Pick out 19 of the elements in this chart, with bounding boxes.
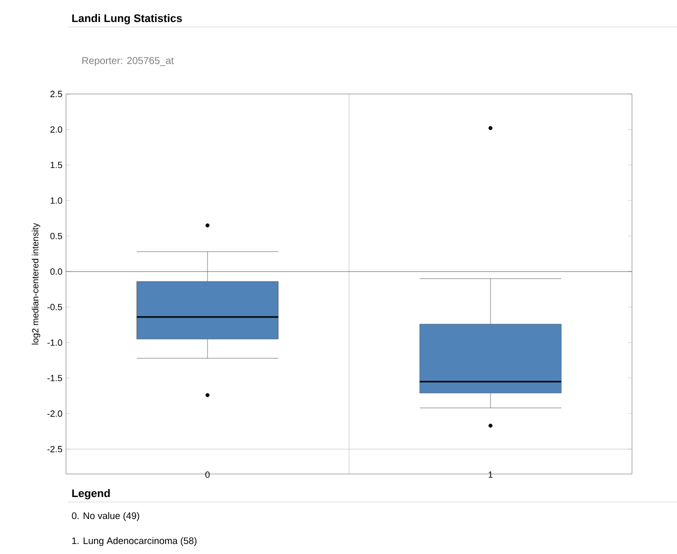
y-tick-label: -1.0 — [47, 339, 62, 346]
x-tick-label: 0 — [205, 472, 210, 478]
chart-title: Landi Lung Statistics — [72, 14, 182, 24]
x-tick-label: 1 — [488, 472, 493, 478]
y-tick-label: -1.5 — [47, 374, 62, 382]
y-axis-title: log2 median-centered intensity — [32, 222, 40, 344]
chart-subtitle: Reporter: 205765_at — [82, 57, 174, 66]
y-tick-label: 1.5 — [50, 162, 62, 168]
y-tick-label: 2.5 — [50, 90, 62, 98]
y-tick-label: -2.0 — [47, 410, 62, 417]
y-tick-label: 1.0 — [50, 197, 62, 204]
y-tick-label: 0.0 — [50, 268, 62, 275]
y-tick-label: -2.5 — [47, 446, 62, 452]
y-tick-label: 0.5 — [50, 232, 62, 240]
text: 1. Lung Adenocarcinoma (58) — [72, 537, 196, 546]
text: Legend — [72, 489, 110, 500]
text: 0. No value (49) — [72, 512, 140, 521]
y-tick-label: 2.0 — [50, 126, 62, 133]
y-tick-label: -0.5 — [47, 304, 62, 310]
